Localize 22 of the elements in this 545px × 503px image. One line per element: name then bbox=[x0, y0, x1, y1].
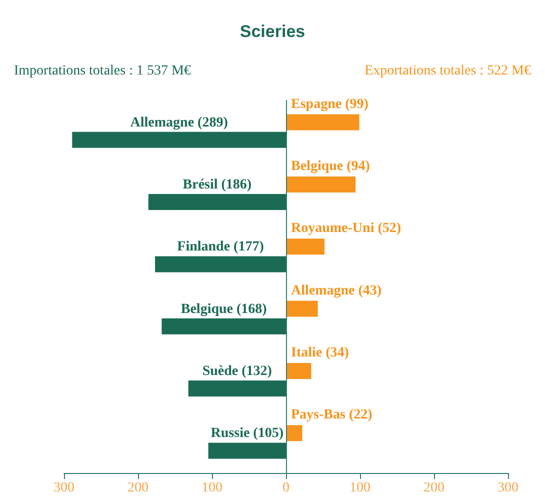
x-tick-label: 100 bbox=[202, 480, 222, 496]
data-label: Allemagne (289) bbox=[130, 115, 228, 130]
x-tick-label: 300 bbox=[498, 480, 518, 496]
data-label: Brésil (186) bbox=[182, 178, 252, 193]
data-label: Pays-Bas (22) bbox=[291, 408, 373, 423]
data-label: Belgique (168) bbox=[180, 302, 268, 317]
x-tick-label: 200 bbox=[424, 480, 444, 496]
x-tick-label: 100 bbox=[350, 480, 370, 496]
data-label: Finlande (177) bbox=[177, 240, 264, 255]
data-label: Allemagne (43) bbox=[291, 283, 382, 298]
data-label: Royaume-Uni (52) bbox=[291, 221, 402, 236]
data-label: Suède (132) bbox=[202, 364, 272, 380]
text: Exportations totales : 522 M€ bbox=[364, 64, 532, 78]
data-label: Italie (34) bbox=[291, 345, 350, 360]
x-tick-label: 300 bbox=[54, 480, 74, 496]
chart-title: Scieries bbox=[240, 22, 306, 41]
data-label: Russie (105) bbox=[210, 426, 284, 442]
data-label: Belgique (94) bbox=[291, 158, 370, 174]
x-tick-label: 0 bbox=[282, 480, 290, 496]
x-tick-label: 200 bbox=[128, 480, 148, 496]
text: Importations totales : 1 537 M€ bbox=[14, 64, 191, 78]
data-label: Espagne (99) bbox=[291, 96, 369, 112]
